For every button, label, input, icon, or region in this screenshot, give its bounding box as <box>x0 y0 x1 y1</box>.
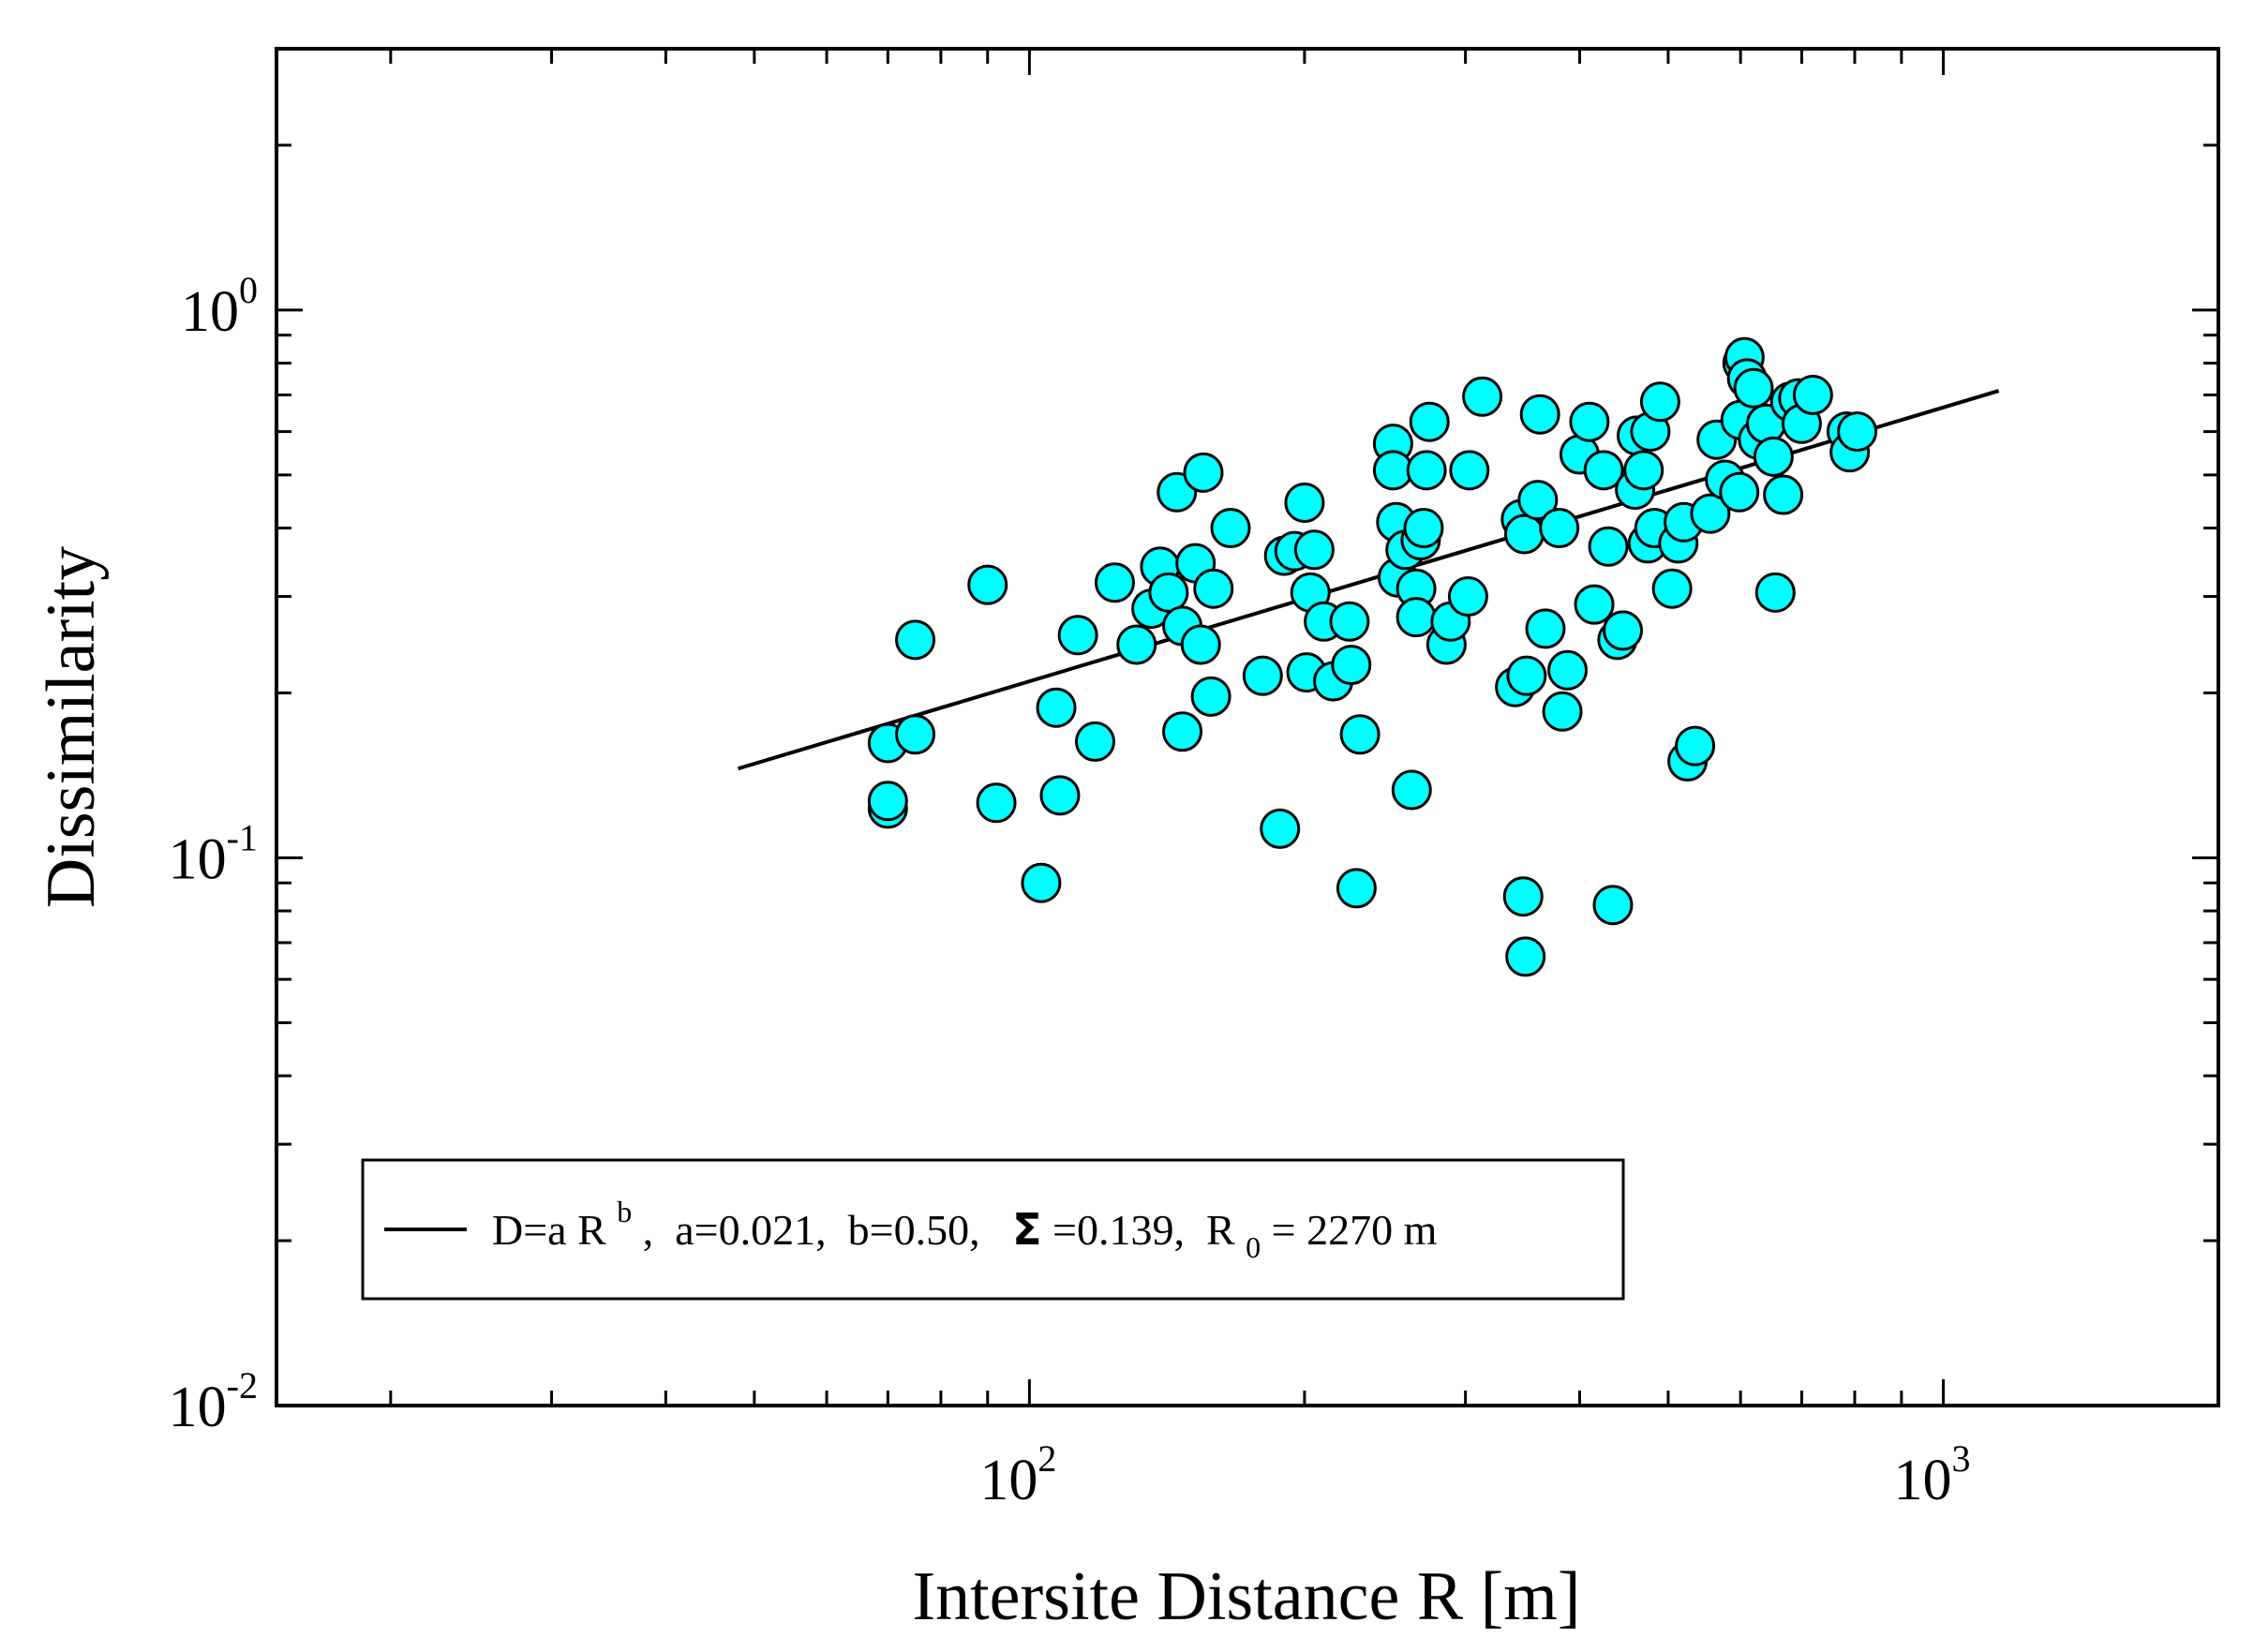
data-point <box>1036 687 1077 728</box>
data-point <box>1763 474 1804 515</box>
data-point <box>1519 394 1560 435</box>
data-point <box>1339 714 1381 755</box>
data-point <box>1074 721 1115 762</box>
y-tick-label: 10-1 <box>169 816 258 891</box>
data-point <box>1372 450 1413 491</box>
legend-sigma-symbol: Σ <box>1012 1204 1041 1255</box>
plot-frame <box>275 47 2220 1407</box>
data-point <box>1837 411 1878 453</box>
data-point <box>1733 367 1774 409</box>
data-point <box>1396 597 1437 638</box>
data-point <box>1603 610 1644 651</box>
data-point <box>1569 401 1610 442</box>
data-point <box>1039 775 1081 816</box>
legend-subscript: 0 <box>1246 1230 1261 1264</box>
data-point <box>1588 526 1629 567</box>
data-point <box>1542 691 1583 732</box>
data-point <box>1183 452 1224 493</box>
x-tick-label: 102 <box>979 1437 1056 1512</box>
tick-marks <box>276 47 2220 1407</box>
data-point <box>1574 584 1615 625</box>
data-point <box>1329 601 1370 642</box>
x-tick-label: 103 <box>1893 1437 1970 1512</box>
data-point <box>895 714 936 755</box>
data-point <box>1336 868 1377 909</box>
legend-distance: = 2270 m <box>1272 1206 1438 1254</box>
data-point <box>1719 471 1760 513</box>
data-point <box>1639 381 1680 423</box>
fit-line <box>737 389 2000 771</box>
x-tick-labels: 102 103 <box>979 1437 1970 1512</box>
data-point <box>1754 572 1796 613</box>
data-point <box>1116 624 1157 665</box>
data-point <box>976 782 1017 824</box>
data-point <box>1057 615 1098 656</box>
data-point <box>1583 450 1624 491</box>
data-point <box>1190 676 1231 717</box>
data-point <box>895 619 936 661</box>
data-point <box>1021 862 1062 903</box>
data-point <box>967 564 1008 605</box>
data-point <box>1502 876 1544 917</box>
data-point <box>1449 450 1490 491</box>
legend-box <box>361 1158 1625 1301</box>
fit-layer <box>737 389 2000 771</box>
data-point <box>1406 450 1447 491</box>
data-point <box>1505 936 1546 977</box>
data-point <box>1403 508 1444 549</box>
data-point <box>1242 655 1283 696</box>
data-point <box>1094 562 1135 603</box>
x-axis-label: Intersite Distance R [m] <box>912 1558 1580 1635</box>
data-point <box>1592 885 1634 926</box>
data-point <box>1690 493 1731 534</box>
data-point <box>1506 655 1547 696</box>
data-point <box>1462 376 1503 417</box>
y-tick-label: 10-2 <box>169 1364 258 1439</box>
data-point <box>1162 711 1203 752</box>
data-point <box>1284 482 1325 523</box>
legend-formula: D=a R <box>492 1206 606 1254</box>
y-tick-label: 100 <box>181 269 258 344</box>
data-point <box>1753 436 1794 477</box>
y-axis-label: Dissimilarity <box>33 546 110 908</box>
data-point <box>1675 725 1716 766</box>
data-point <box>867 781 908 822</box>
legend: D=a R b , a=0.021, b=0.50, Σ =0.139, R 0… <box>361 1158 1625 1301</box>
data-point <box>1260 808 1301 849</box>
legend-params: , a=0.021, b=0.50, <box>643 1206 1002 1254</box>
data-point <box>1447 576 1488 618</box>
data-point <box>1547 649 1589 691</box>
data-point <box>1148 572 1189 613</box>
data-point <box>1210 508 1251 549</box>
data-point <box>1180 624 1221 665</box>
data-point <box>1193 568 1234 609</box>
data-point <box>1517 480 1559 521</box>
data-point <box>1623 450 1664 491</box>
y-tick-labels: 10-2 10-1 100 <box>169 269 258 1439</box>
data-point <box>1503 513 1545 555</box>
data-point <box>1539 508 1580 549</box>
legend-label: D=a R b , a=0.021, b=0.50, Σ =0.139, R 0… <box>492 1183 1438 1267</box>
legend-exponent: b <box>617 1195 632 1228</box>
data-point <box>1525 608 1566 649</box>
data-point <box>1651 568 1693 609</box>
data-point <box>1293 529 1335 571</box>
data-point <box>1409 401 1450 442</box>
data-point <box>1792 374 1833 415</box>
legend-sigma-value: =0.139, R <box>1052 1206 1235 1254</box>
data-point <box>1331 645 1372 686</box>
data-points <box>867 336 1878 977</box>
data-point <box>1391 769 1432 811</box>
